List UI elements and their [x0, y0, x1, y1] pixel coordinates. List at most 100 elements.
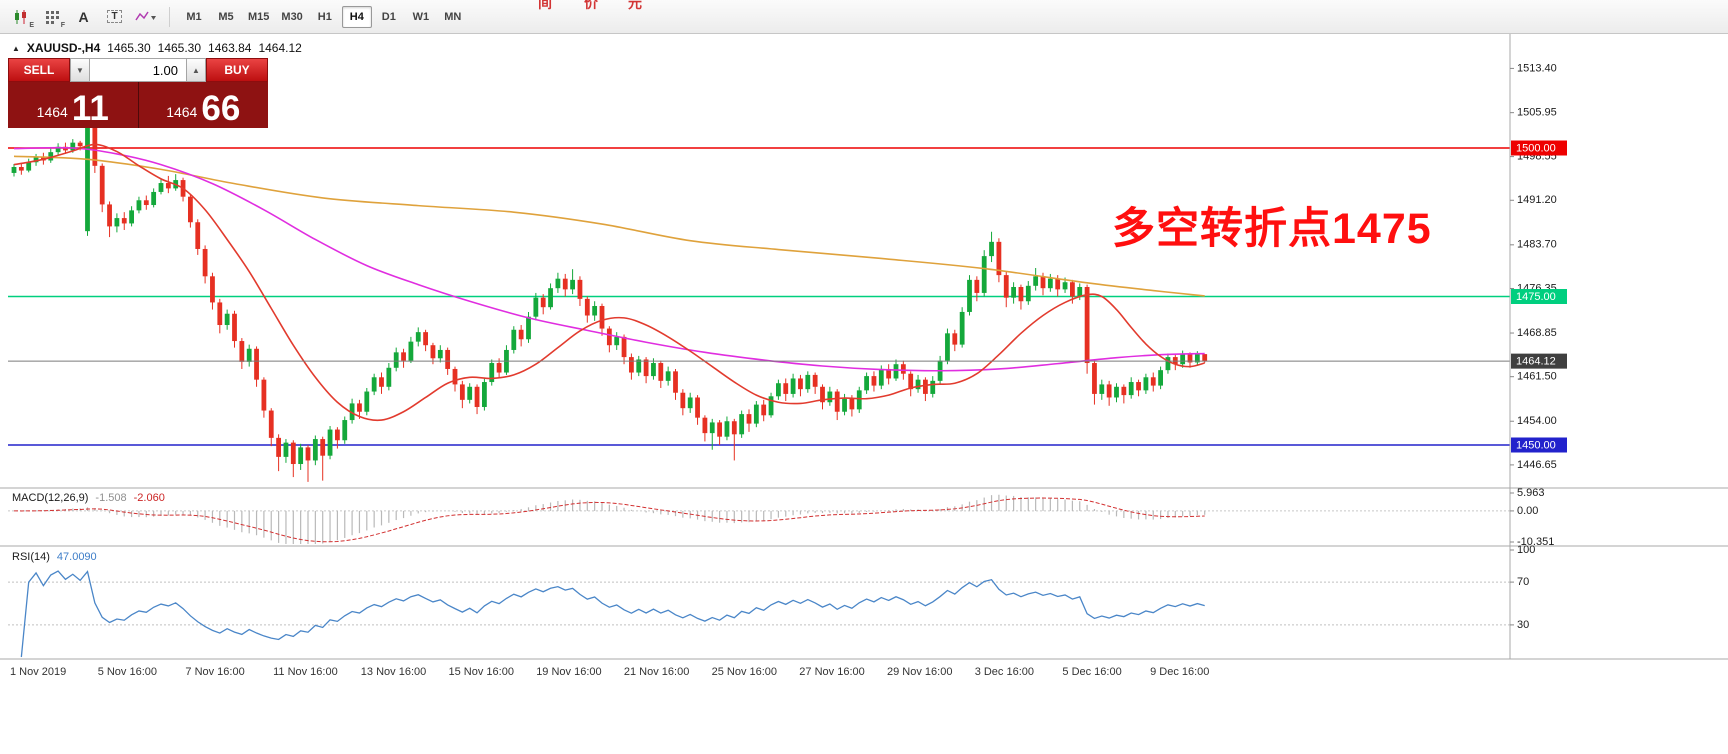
candle-body — [1202, 354, 1208, 362]
macd-value-main: -1.508 — [95, 492, 127, 504]
candle-body — [761, 404, 767, 416]
tf-button-mn[interactable]: MN — [444, 10, 462, 23]
candlestick-chart-glyph — [14, 9, 26, 24]
candle-body — [224, 313, 230, 326]
candle-body — [386, 367, 392, 387]
buy-button[interactable]: BUY — [206, 58, 268, 82]
candle-body — [11, 167, 17, 173]
sell-price-pips: 11 — [71, 89, 109, 129]
candle-body — [540, 297, 546, 308]
tf-button-m1[interactable]: M1 — [186, 10, 202, 23]
candle-body — [1084, 286, 1090, 364]
tf-button-m15[interactable]: M15 — [248, 10, 270, 23]
chart-annotation[interactable]: 多空转折点1475 — [1112, 205, 1432, 253]
candle-body — [548, 288, 553, 308]
candle-body — [312, 439, 318, 461]
volume-increase-button[interactable]: ▲ — [186, 58, 206, 82]
tf-button-d1[interactable]: D1 — [381, 10, 396, 23]
time-axis-label: 5 Nov 16:00 — [98, 666, 157, 678]
candle-body — [320, 439, 326, 456]
macd-axis-label: 5.963 — [1517, 487, 1545, 499]
candle-body — [996, 241, 1002, 276]
macd-axis-label: 0.00 — [1517, 505, 1538, 517]
candle-body — [798, 378, 803, 390]
candle-body — [915, 379, 921, 390]
rsi-axis-label: 100 — [1517, 544, 1535, 556]
tf-button-m30[interactable]: M30 — [281, 10, 303, 23]
candle-body — [393, 352, 399, 368]
candle-body — [673, 371, 678, 393]
candle-body — [165, 183, 171, 189]
candle-body — [77, 142, 83, 147]
candle-body — [526, 316, 531, 340]
candle-body — [665, 371, 671, 381]
candle-body — [1114, 386, 1119, 398]
tf-button-m5[interactable]: M5 — [218, 10, 234, 23]
symbol-marker-icon[interactable]: ▲ — [12, 43, 20, 53]
candle-body — [1150, 377, 1156, 386]
candle-body — [842, 398, 847, 412]
candle-body — [254, 348, 259, 380]
candle-body — [474, 386, 480, 407]
tick-grid-icon[interactable]: F — [38, 4, 67, 30]
candle-body — [1187, 354, 1193, 363]
candle-body — [1003, 275, 1009, 298]
candle-body — [298, 447, 304, 465]
tf-button-w1[interactable]: W1 — [412, 10, 430, 23]
chart-ohlc-header: ▲ XAUUSD-,H4 1465.30 1465.30 1463.84 146… — [12, 41, 302, 55]
candle-body — [753, 404, 759, 424]
volume-decrease-button[interactable]: ▼ — [70, 58, 90, 82]
sell-price[interactable]: 1464 11 — [8, 82, 138, 128]
candle-body — [268, 410, 274, 438]
candle-body — [1070, 282, 1075, 297]
buy-price-pips: 66 — [201, 89, 241, 129]
sell-price-main: 1464 — [36, 104, 68, 120]
candle-body — [459, 384, 465, 400]
tf-button-h1[interactable]: H1 — [317, 10, 332, 23]
rsi-name: RSI(14) — [12, 551, 50, 563]
time-axis-label: 21 Nov 16:00 — [624, 666, 689, 678]
price-axis-label: 1461.50 — [1517, 371, 1557, 383]
candle-body — [1018, 286, 1024, 302]
drawing-tools-icon[interactable] — [131, 4, 160, 30]
rsi-value: 47.0090 — [56, 551, 97, 563]
candle-body — [746, 414, 752, 424]
candle-body — [408, 341, 414, 361]
price-axis-label: 1468.85 — [1517, 327, 1557, 339]
candle-body — [401, 352, 406, 361]
candle-body — [239, 341, 245, 362]
time-axis-label: 7 Nov 16:00 — [185, 666, 244, 678]
candle-body — [724, 421, 730, 437]
candle-body — [878, 368, 884, 386]
candle-body — [305, 447, 311, 461]
price-axis-label: 1446.65 — [1517, 459, 1557, 471]
candle-body — [482, 382, 487, 407]
candle-body — [834, 391, 840, 412]
buy-price[interactable]: 1464 66 — [139, 82, 269, 128]
ohlc-high: 1465.30 — [157, 41, 202, 55]
hline-1450.00-tag-label: 1450.00 — [1516, 439, 1556, 451]
candle-body — [680, 392, 686, 409]
candle-body — [349, 403, 355, 421]
sell-button[interactable]: SELL — [8, 58, 70, 82]
candle-body — [121, 218, 127, 224]
candle-body — [1194, 354, 1200, 363]
candle-body — [276, 437, 281, 457]
macd-header: MACD(12,26,9) -1.508 -2.060 — [12, 492, 165, 504]
candle-body — [1165, 357, 1171, 371]
rsi-line — [20, 570, 1205, 658]
text-label-icon[interactable]: T — [100, 4, 129, 30]
buy-price-main: 1464 — [166, 104, 198, 120]
candle-body — [658, 363, 664, 381]
candle-body — [1025, 285, 1031, 302]
macd-name: MACD(12,26,9) — [12, 492, 89, 504]
tf-button-h4[interactable]: H4 — [341, 5, 372, 28]
volume-input[interactable] — [90, 58, 186, 82]
candle-body — [930, 380, 936, 394]
candlestick-chart-icon[interactable]: E — [7, 4, 36, 30]
insert-text-icon[interactable]: A — [78, 8, 89, 25]
candle-body — [85, 126, 90, 232]
candle-body — [335, 429, 340, 441]
candle-body — [849, 398, 855, 410]
